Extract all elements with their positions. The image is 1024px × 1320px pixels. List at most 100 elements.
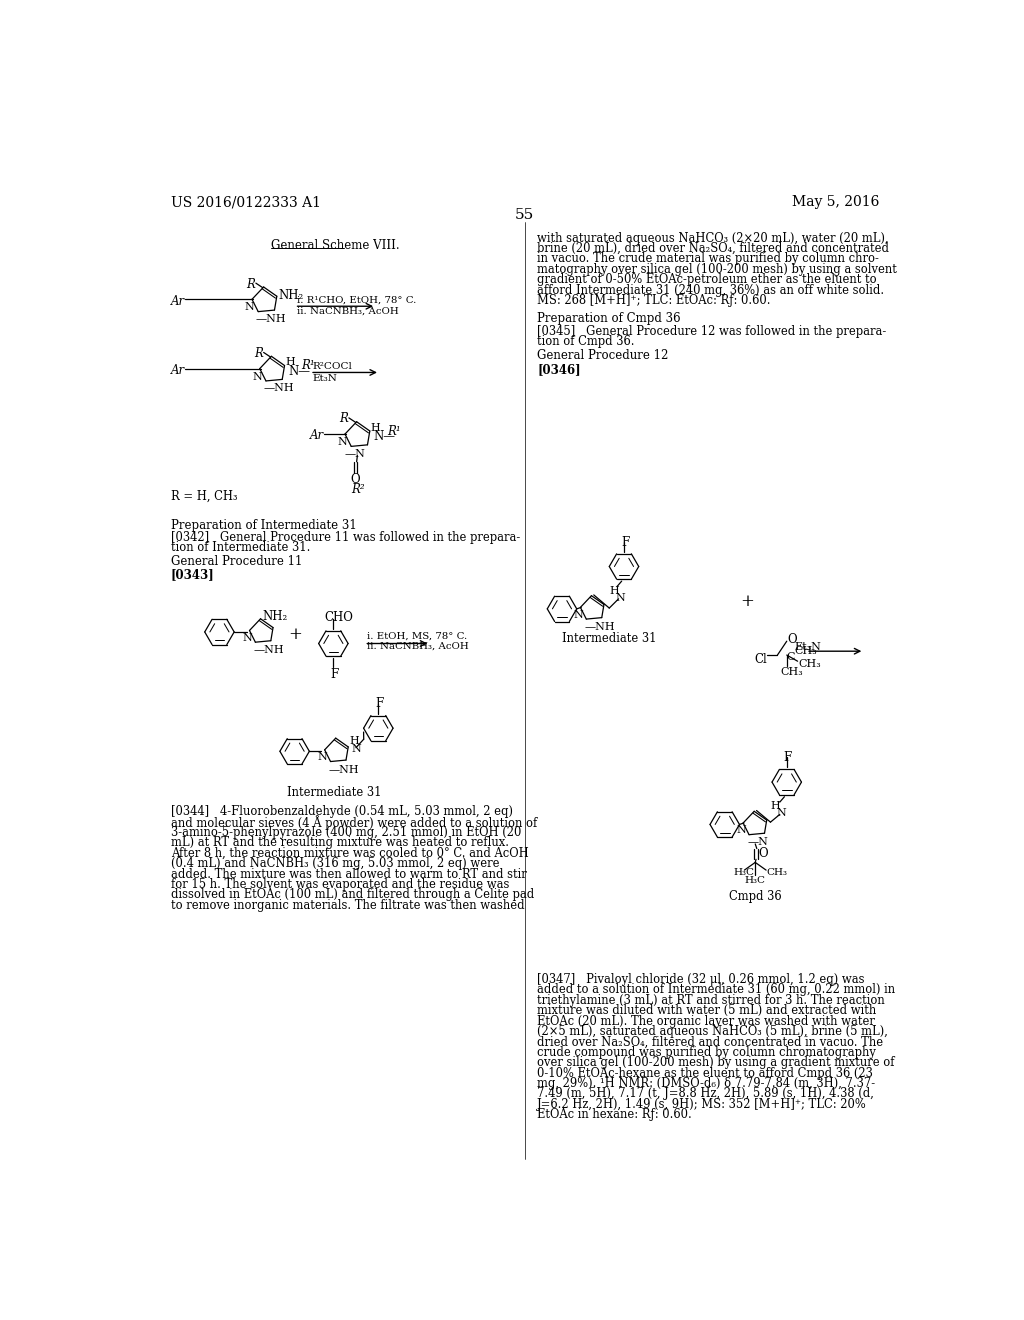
Text: —N: —N: [345, 449, 366, 458]
Text: H: H: [371, 422, 380, 433]
Text: F: F: [621, 536, 629, 549]
Text: O: O: [787, 634, 797, 647]
Text: —NH: —NH: [585, 622, 615, 632]
Text: Cl: Cl: [755, 653, 767, 665]
Text: N: N: [245, 302, 254, 313]
Text: General Scheme VIII.: General Scheme VIII.: [271, 239, 400, 252]
Text: N: N: [317, 752, 328, 762]
Text: H₃C: H₃C: [744, 875, 765, 884]
Text: [0346]: [0346]: [538, 363, 581, 376]
Text: —N: —N: [748, 837, 768, 847]
Text: R²COCl: R²COCl: [312, 362, 352, 371]
Text: Preparation of Intermediate 31: Preparation of Intermediate 31: [171, 519, 356, 532]
Text: with saturated aqueous NaHCO₃ (2×20 mL), water (20 mL),: with saturated aqueous NaHCO₃ (2×20 mL),…: [538, 231, 889, 244]
Text: 0-10% EtOAc-hexane as the eluent to afford Cmpd 36 (23: 0-10% EtOAc-hexane as the eluent to affo…: [538, 1067, 873, 1080]
Text: CH₃: CH₃: [795, 645, 817, 656]
Text: [0343]: [0343]: [171, 569, 214, 581]
Text: 55: 55: [515, 209, 535, 223]
Text: (2×5 mL), saturated aqueous NaHCO₃ (5 mL), brine (5 mL),: (2×5 mL), saturated aqueous NaHCO₃ (5 mL…: [538, 1026, 888, 1038]
Text: R²: R²: [351, 483, 365, 496]
Text: R¹: R¹: [302, 359, 315, 372]
Text: CHO: CHO: [324, 611, 353, 624]
Text: Intermediate 31: Intermediate 31: [562, 632, 656, 645]
Text: added to a solution of Intermediate 31 (60 mg, 0.22 mmol) in: added to a solution of Intermediate 31 (…: [538, 983, 895, 997]
Text: R = H, CH₃: R = H, CH₃: [171, 490, 238, 503]
Text: CH₃: CH₃: [780, 667, 803, 677]
Text: F: F: [331, 668, 339, 681]
Text: F: F: [783, 751, 792, 764]
Text: (0.4 mL) and NaCNBH₃ (316 mg, 5.03 mmol, 2 eq) were: (0.4 mL) and NaCNBH₃ (316 mg, 5.03 mmol,…: [171, 857, 499, 870]
Text: [0347]   Pivaloyl chloride (32 μl, 0.26 mmol, 1.2 eq) was: [0347] Pivaloyl chloride (32 μl, 0.26 mm…: [538, 973, 864, 986]
Text: H: H: [609, 586, 620, 595]
Text: N—: N—: [374, 430, 395, 444]
Text: N: N: [243, 632, 252, 643]
Text: R: R: [254, 347, 263, 360]
Text: —NH: —NH: [254, 645, 285, 655]
Text: mg, 29%). ¹H NMR: (DMSO-d₆) δ 7.79-7.84 (m, 3H), 7.37-: mg, 29%). ¹H NMR: (DMSO-d₆) δ 7.79-7.84 …: [538, 1077, 876, 1090]
Text: Intermediate 31: Intermediate 31: [287, 785, 381, 799]
Text: CH₃: CH₃: [767, 867, 787, 876]
Text: H: H: [286, 358, 295, 367]
Text: Et₃N: Et₃N: [312, 374, 337, 383]
Text: N—: N—: [289, 364, 310, 378]
Text: over silica gel (100-200 mesh) by using a gradient mixture of: over silica gel (100-200 mesh) by using …: [538, 1056, 895, 1069]
Text: F: F: [375, 697, 383, 710]
Text: General Procedure 12: General Procedure 12: [538, 350, 669, 363]
Text: H: H: [349, 737, 358, 746]
Text: triethylamine (3 mL) at RT and stirred for 3 h. The reaction: triethylamine (3 mL) at RT and stirred f…: [538, 994, 885, 1007]
Text: H: H: [770, 800, 780, 810]
Text: [0345]   General Procedure 12 was followed in the prepara-: [0345] General Procedure 12 was followed…: [538, 325, 887, 338]
Text: N: N: [736, 825, 745, 836]
Text: brine (20 mL), dried over Na₂SO₄, filtered and concentrated: brine (20 mL), dried over Na₂SO₄, filter…: [538, 242, 889, 255]
Text: Ar: Ar: [171, 294, 184, 308]
Text: [0342]   General Procedure 11 was followed in the prepara-: [0342] General Procedure 11 was followed…: [171, 531, 520, 544]
Text: O: O: [759, 847, 768, 861]
Text: afford Intermediate 31 (240 mg, 36%) as an off white solid.: afford Intermediate 31 (240 mg, 36%) as …: [538, 284, 885, 297]
Text: H₃C: H₃C: [733, 867, 755, 876]
Text: —NH: —NH: [329, 764, 359, 775]
Text: N: N: [615, 593, 626, 603]
Text: Ar: Ar: [310, 429, 325, 442]
Text: ii. NaCNBH₃, AcOH: ii. NaCNBH₃, AcOH: [367, 642, 468, 651]
Text: N: N: [573, 610, 584, 619]
Text: for 15 h. The solvent was evaporated and the residue was: for 15 h. The solvent was evaporated and…: [171, 878, 509, 891]
Text: dried over Na₂SO₄, filtered and concentrated in vacuo. The: dried over Na₂SO₄, filtered and concentr…: [538, 1035, 884, 1048]
Text: [0344]   4-Fluorobenzaldehyde (0.54 mL, 5.03 mmol, 2 eq): [0344] 4-Fluorobenzaldehyde (0.54 mL, 5.…: [171, 805, 513, 818]
Text: 7.49 (m, 5H), 7.17 (t, J=8.8 Hz, 2H), 5.89 (s, 1H), 4.38 (d,: 7.49 (m, 5H), 7.17 (t, J=8.8 Hz, 2H), 5.…: [538, 1088, 874, 1101]
Text: to remove inorganic materials. The filtrate was then washed: to remove inorganic materials. The filtr…: [171, 899, 524, 912]
Text: —NH: —NH: [263, 383, 294, 393]
Text: +: +: [740, 594, 754, 610]
Text: MS: 268 [M+H]⁺; TLC: EtOAc: Rƒ: 0.60.: MS: 268 [M+H]⁺; TLC: EtOAc: Rƒ: 0.60.: [538, 294, 771, 308]
Text: 3-amino-5-phenylpyrazole (400 mg, 2.51 mmol) in EtOH (20: 3-amino-5-phenylpyrazole (400 mg, 2.51 m…: [171, 826, 521, 840]
Text: tion of Intermediate 31.: tion of Intermediate 31.: [171, 541, 310, 554]
Text: R: R: [340, 412, 348, 425]
Text: NH₂: NH₂: [279, 289, 303, 301]
Text: EtOAc in hexane: Rƒ: 0.60.: EtOAc in hexane: Rƒ: 0.60.: [538, 1109, 692, 1121]
Text: Ar: Ar: [171, 364, 184, 378]
Text: N: N: [337, 437, 347, 447]
Text: CH₃: CH₃: [799, 659, 821, 669]
Text: EtOAc (20 mL). The organic layer was washed with water: EtOAc (20 mL). The organic layer was was…: [538, 1015, 876, 1028]
Text: Et₃N: Et₃N: [795, 642, 821, 652]
Text: Cmpd 36: Cmpd 36: [729, 890, 781, 903]
Text: J=6.2 Hz, 2H), 1.49 (s, 9H); MS: 352 [M+H]⁺; TLC: 20%: J=6.2 Hz, 2H), 1.49 (s, 9H); MS: 352 [M+…: [538, 1098, 867, 1111]
Text: +: +: [289, 626, 302, 643]
Text: i. R¹CHO, EtOH, 78° C.: i. R¹CHO, EtOH, 78° C.: [297, 296, 417, 305]
Text: tion of Cmpd 36.: tion of Cmpd 36.: [538, 335, 635, 348]
Text: in vacuo. The crude material was purified by column chro-: in vacuo. The crude material was purifie…: [538, 252, 879, 265]
Text: R¹: R¹: [387, 425, 400, 438]
Text: matography over silica gel (100-200 mesh) by using a solvent: matography over silica gel (100-200 mesh…: [538, 263, 897, 276]
Text: gradient of 0-50% EtOAc-petroleum ether as the eluent to: gradient of 0-50% EtOAc-petroleum ether …: [538, 273, 877, 286]
Text: —NH: —NH: [256, 314, 287, 323]
Text: dissolved in EtOAc (100 mL) and filtered through a Celite pad: dissolved in EtOAc (100 mL) and filtered…: [171, 888, 534, 902]
Text: N: N: [776, 808, 786, 817]
Text: mL) at RT and the resulting mixture was heated to reflux.: mL) at RT and the resulting mixture was …: [171, 837, 509, 849]
Text: added. The mixture was then allowed to warm to RT and stir: added. The mixture was then allowed to w…: [171, 867, 526, 880]
Text: crude compound was purified by column chromatography: crude compound was purified by column ch…: [538, 1045, 877, 1059]
Text: US 2016/0122333 A1: US 2016/0122333 A1: [171, 195, 321, 210]
Text: After 8 h, the reaction mixture was cooled to 0° C. and AcOH: After 8 h, the reaction mixture was cool…: [171, 847, 528, 859]
Text: N: N: [351, 744, 361, 754]
Text: R: R: [247, 277, 255, 290]
Text: Preparation of Cmpd 36: Preparation of Cmpd 36: [538, 312, 681, 325]
Text: General Procedure 11: General Procedure 11: [171, 554, 302, 568]
